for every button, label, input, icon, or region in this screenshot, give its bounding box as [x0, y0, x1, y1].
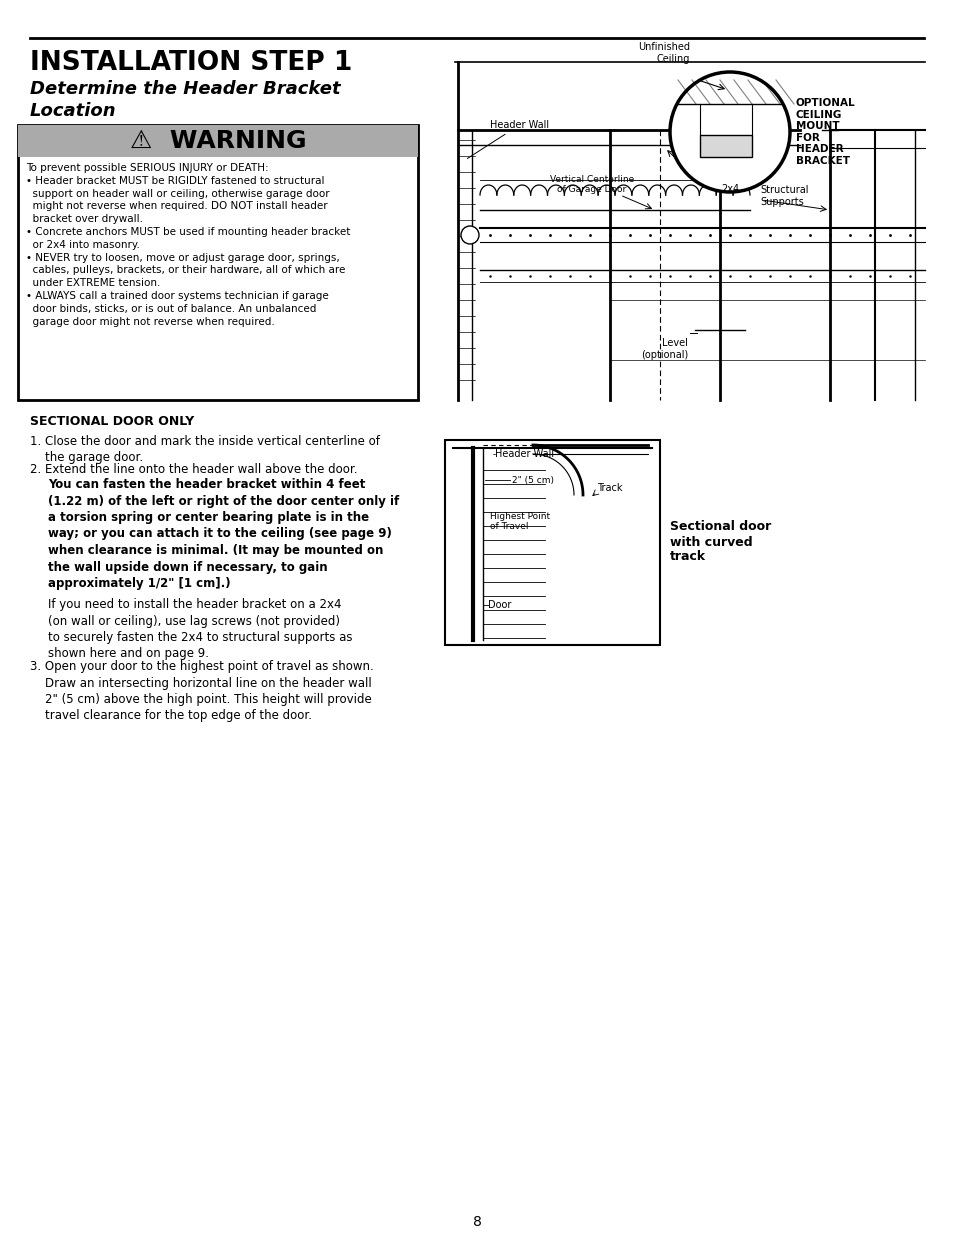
Text: INSTALLATION STEP 1: INSTALLATION STEP 1	[30, 49, 352, 77]
Text: Highest Point
of Travel: Highest Point of Travel	[490, 513, 550, 531]
Text: Sectional door
with curved
track: Sectional door with curved track	[669, 520, 770, 563]
Text: Header Wall: Header Wall	[467, 120, 549, 158]
Text: 2. Extend the line onto the header wall above the door.: 2. Extend the line onto the header wall …	[30, 463, 357, 475]
Text: 3. Open your door to the highest point of travel as shown.
    Draw an intersect: 3. Open your door to the highest point o…	[30, 659, 374, 722]
Text: Track: Track	[597, 483, 622, 493]
Text: 1. Close the door and mark the inside vertical centerline of
    the garage door: 1. Close the door and mark the inside ve…	[30, 435, 379, 464]
Text: Vertical Centerline
of Garage Door: Vertical Centerline of Garage Door	[549, 175, 634, 194]
Text: 2x4: 2x4	[720, 184, 739, 194]
Text: ⚠  WARNING: ⚠ WARNING	[130, 128, 306, 153]
Bar	[18, 125, 417, 400]
Text: To prevent possible SERIOUS INJURY or DEATH:
• Header bracket MUST be RIGIDLY fa: To prevent possible SERIOUS INJURY or DE…	[26, 163, 350, 326]
Text: SECTIONAL DOOR ONLY: SECTIONAL DOOR ONLY	[30, 415, 194, 429]
Bar	[18, 125, 417, 157]
Text: 2x4: 2x4	[700, 175, 718, 185]
Text: You can fasten the header bracket within 4 feet
(1.22 m) of the left or right of: You can fasten the header bracket within…	[48, 478, 399, 590]
Text: OPTIONAL
CEILING
MOUNT
FOR
HEADER
BRACKET: OPTIONAL CEILING MOUNT FOR HEADER BRACKE…	[795, 98, 855, 165]
Text: 2" (5 cm): 2" (5 cm)	[512, 475, 554, 484]
Text: Unfinished
Ceiling: Unfinished Ceiling	[638, 42, 689, 64]
Text: If you need to install the header bracket on a 2x4
(on wall or ceiling), use lag: If you need to install the header bracke…	[48, 598, 352, 661]
Text: 8: 8	[472, 1215, 481, 1229]
Bar	[700, 135, 751, 157]
Circle shape	[669, 72, 789, 191]
Text: Door: Door	[488, 600, 511, 610]
Bar	[444, 440, 659, 645]
Text: Determine the Header Bracket
Location: Determine the Header Bracket Location	[30, 80, 340, 120]
Text: Structural
Supports: Structural Supports	[760, 185, 807, 206]
Text: Header Wall: Header Wall	[495, 450, 554, 459]
Circle shape	[460, 226, 478, 245]
Text: Level
(optional): Level (optional)	[640, 338, 687, 359]
